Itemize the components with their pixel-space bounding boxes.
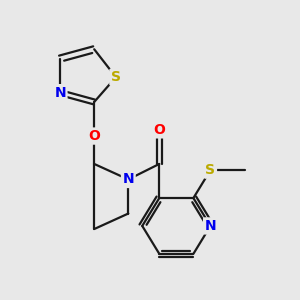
Text: N: N [54, 86, 66, 100]
Text: N: N [122, 172, 134, 186]
Text: S: S [111, 70, 121, 84]
Text: N: N [205, 219, 216, 233]
Text: S: S [206, 163, 215, 177]
Text: O: O [153, 123, 165, 137]
Text: O: O [88, 129, 100, 143]
